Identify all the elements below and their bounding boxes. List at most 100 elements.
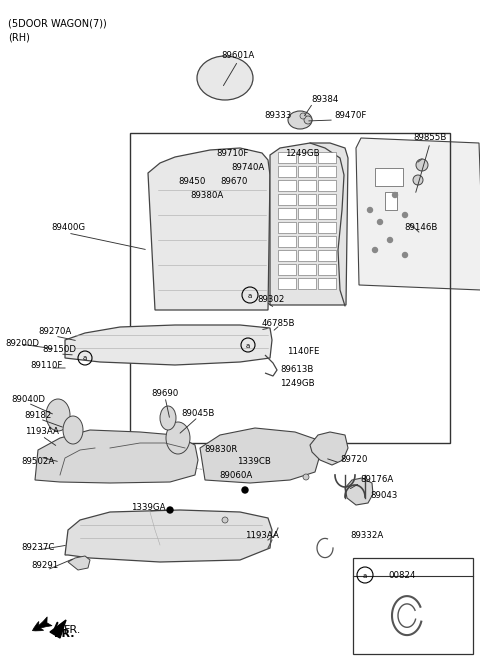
Text: a: a: [83, 355, 87, 361]
Circle shape: [242, 487, 248, 493]
Polygon shape: [65, 325, 272, 365]
Bar: [278, 166, 296, 177]
Circle shape: [300, 113, 306, 119]
Text: 46785B: 46785B: [261, 318, 295, 328]
Circle shape: [222, 517, 228, 523]
Text: 89333: 89333: [264, 111, 292, 120]
Text: 1339GA: 1339GA: [131, 504, 165, 512]
Bar: [278, 264, 296, 275]
Circle shape: [393, 193, 397, 197]
Bar: [353, 558, 473, 654]
Bar: [278, 180, 296, 191]
Text: 89040D: 89040D: [11, 395, 45, 404]
Bar: [278, 208, 296, 219]
Polygon shape: [68, 556, 90, 570]
Text: 89270A: 89270A: [38, 328, 72, 336]
Ellipse shape: [166, 422, 190, 454]
Bar: [385, 192, 397, 210]
Circle shape: [413, 175, 423, 185]
Bar: [278, 194, 296, 205]
Text: 1193AA: 1193AA: [245, 532, 279, 540]
Circle shape: [403, 213, 408, 218]
Text: 1249GB: 1249GB: [285, 148, 319, 158]
Bar: [298, 194, 316, 205]
Polygon shape: [50, 620, 66, 638]
Text: 89670: 89670: [220, 177, 248, 187]
Polygon shape: [345, 478, 373, 505]
Text: 89150D: 89150D: [42, 346, 76, 354]
Text: 89302: 89302: [257, 295, 285, 303]
Bar: [298, 222, 316, 233]
Bar: [298, 264, 316, 275]
Text: (5DOOR WAGON(7)): (5DOOR WAGON(7)): [8, 18, 107, 28]
Text: (RH): (RH): [8, 32, 30, 42]
Text: 89601A: 89601A: [221, 50, 254, 60]
Bar: [318, 194, 336, 205]
Bar: [318, 166, 336, 177]
Ellipse shape: [288, 111, 312, 129]
Bar: [278, 278, 296, 289]
Ellipse shape: [63, 416, 83, 444]
Bar: [298, 250, 316, 261]
Text: 1339CB: 1339CB: [237, 457, 271, 467]
Text: 89291: 89291: [31, 561, 59, 571]
Text: a: a: [246, 342, 250, 348]
Text: 89237C: 89237C: [21, 542, 55, 551]
Text: 89710F: 89710F: [217, 148, 249, 158]
Text: 89855B: 89855B: [413, 132, 447, 142]
Circle shape: [416, 159, 428, 171]
Bar: [130, 133, 450, 443]
Bar: [278, 152, 296, 163]
Bar: [318, 264, 336, 275]
Text: 89400G: 89400G: [51, 224, 85, 232]
Circle shape: [377, 220, 383, 224]
Bar: [298, 152, 316, 163]
Text: 89720: 89720: [340, 455, 367, 465]
Polygon shape: [310, 432, 348, 465]
Polygon shape: [35, 430, 198, 483]
Text: 1193AA: 1193AA: [25, 428, 59, 436]
Bar: [298, 208, 316, 219]
Bar: [278, 222, 296, 233]
Text: a: a: [363, 573, 367, 579]
Text: 89146B: 89146B: [404, 224, 438, 232]
Circle shape: [368, 207, 372, 213]
Polygon shape: [65, 510, 272, 562]
Text: 89470F: 89470F: [334, 111, 366, 120]
Polygon shape: [148, 148, 270, 310]
Bar: [318, 278, 336, 289]
Text: 89450: 89450: [178, 177, 206, 187]
Bar: [318, 208, 336, 219]
Text: 89830R: 89830R: [204, 446, 238, 455]
Polygon shape: [356, 138, 480, 290]
Bar: [278, 236, 296, 247]
Text: 89384: 89384: [312, 95, 339, 105]
Bar: [298, 166, 316, 177]
Text: 89613B: 89613B: [280, 365, 313, 375]
Text: FR.: FR.: [64, 625, 82, 635]
Circle shape: [403, 252, 408, 258]
Bar: [298, 180, 316, 191]
Bar: [318, 236, 336, 247]
Text: 89380A: 89380A: [191, 191, 224, 201]
Circle shape: [303, 474, 309, 480]
Text: 89740A: 89740A: [231, 162, 264, 171]
Ellipse shape: [197, 56, 253, 100]
Text: 89690: 89690: [151, 389, 179, 397]
Circle shape: [372, 248, 377, 252]
Bar: [298, 236, 316, 247]
Text: 89176A: 89176A: [360, 475, 393, 485]
Circle shape: [387, 238, 393, 242]
Ellipse shape: [160, 406, 176, 430]
Bar: [318, 222, 336, 233]
Bar: [278, 250, 296, 261]
Bar: [375, 168, 403, 186]
Text: 00824: 00824: [388, 571, 416, 581]
Circle shape: [167, 507, 173, 513]
Text: 89043: 89043: [370, 491, 397, 500]
Text: 89200D: 89200D: [5, 340, 39, 348]
Text: 89110F: 89110F: [31, 361, 63, 371]
Text: FR.: FR.: [54, 629, 74, 639]
Bar: [318, 152, 336, 163]
Bar: [318, 250, 336, 261]
